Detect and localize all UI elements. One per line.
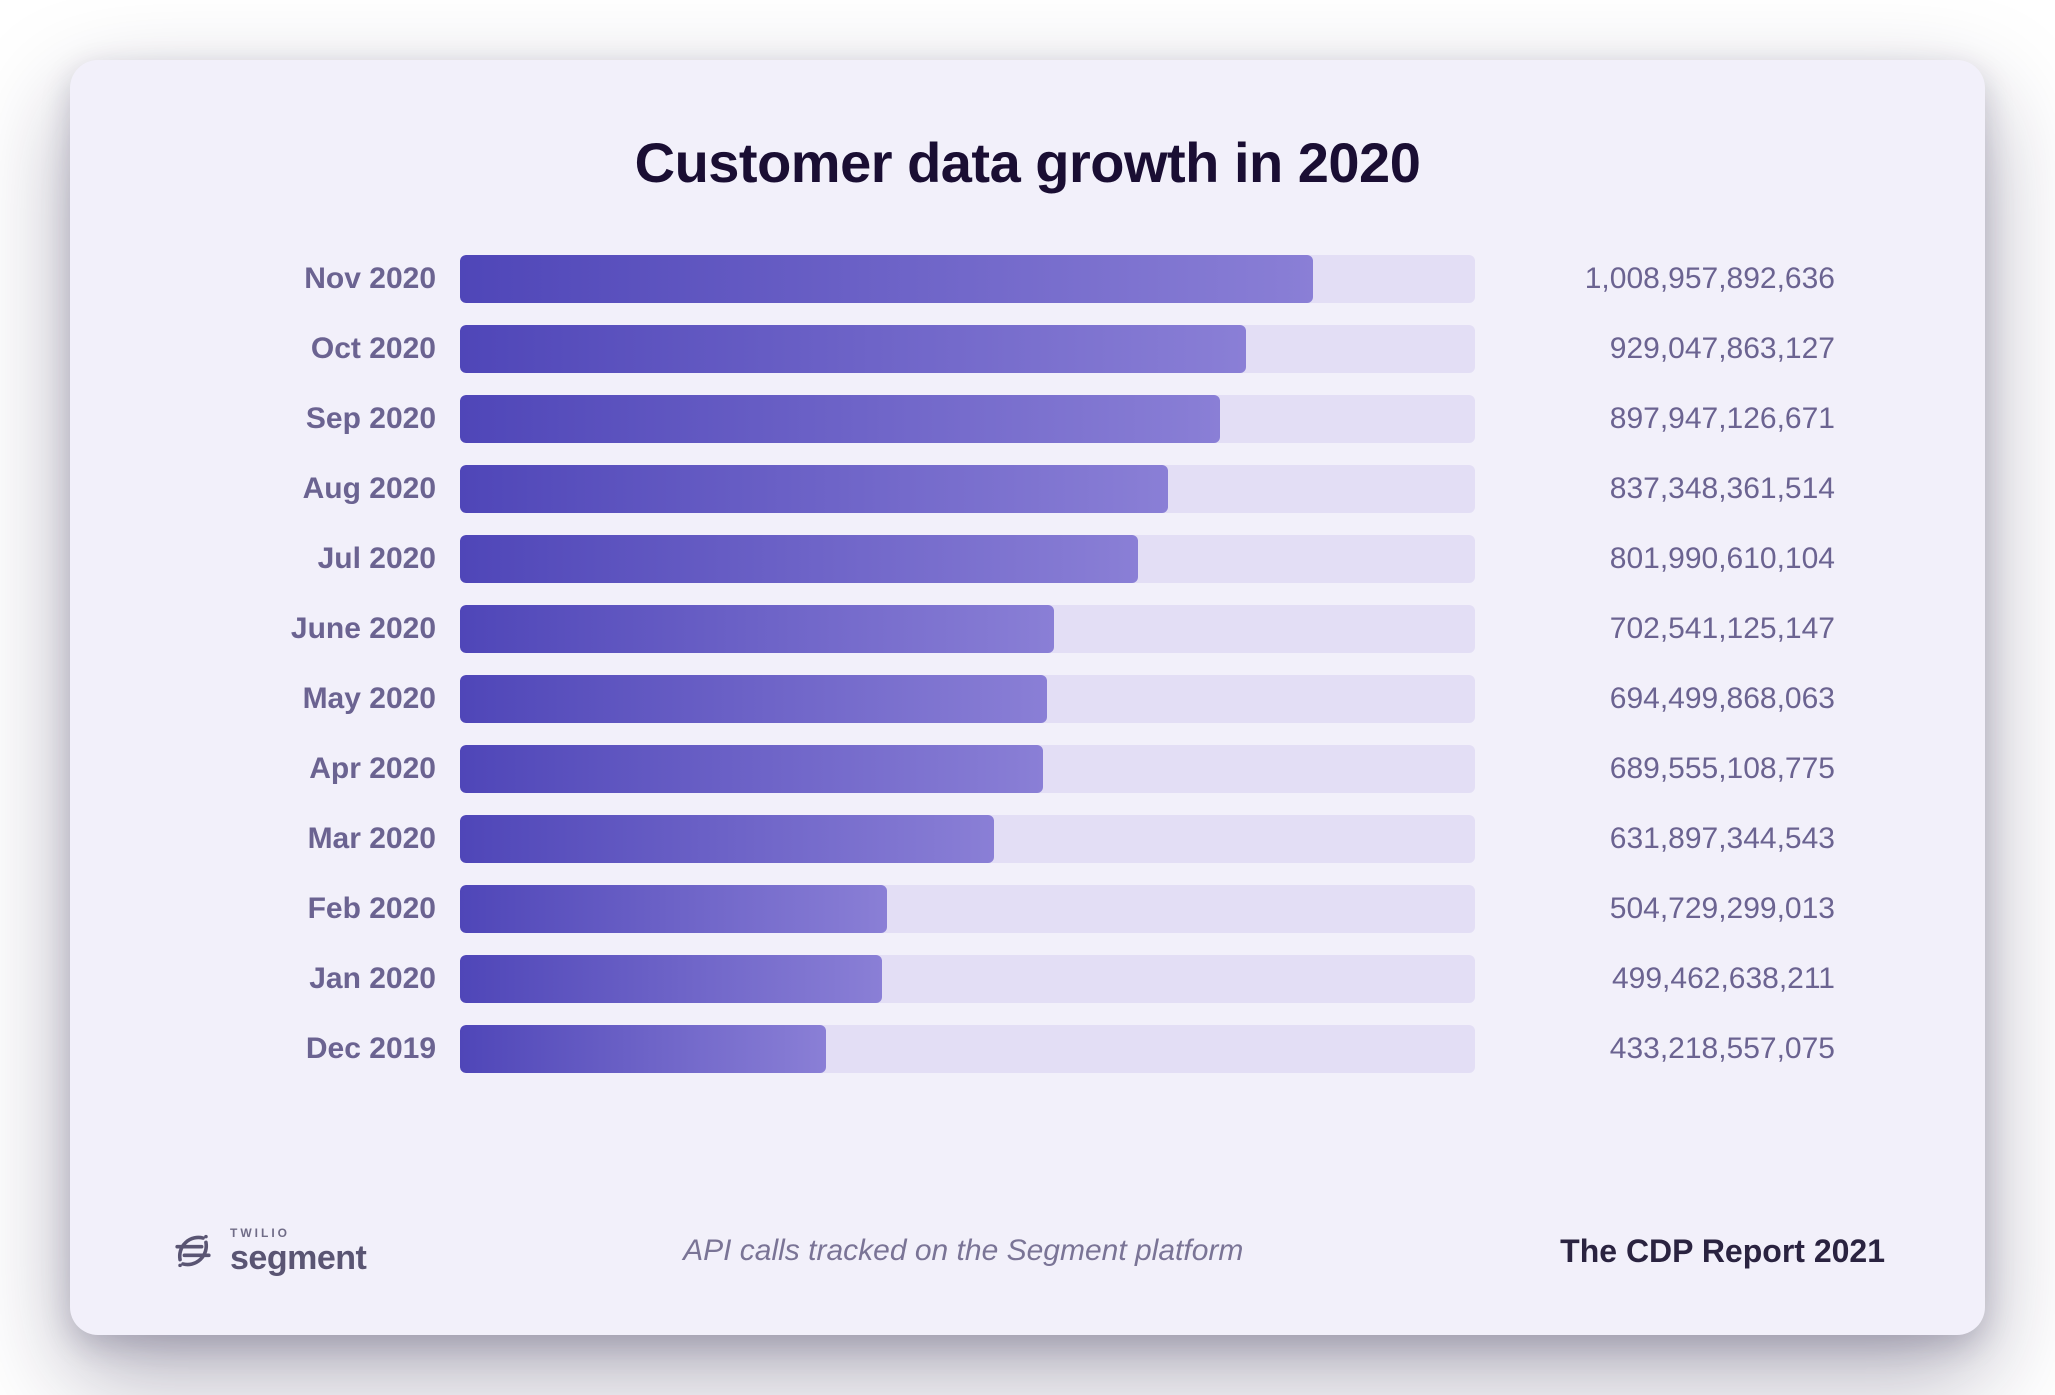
bar-value: 929,047,863,127 xyxy=(1475,332,1835,366)
bar-track xyxy=(460,325,1475,373)
bar-value: 504,729,299,013 xyxy=(1475,892,1835,926)
bar-fill xyxy=(460,605,1054,653)
bar-label: June 2020 xyxy=(220,612,460,646)
bar-fill xyxy=(460,1025,826,1073)
bar-row: May 2020 694,499,868,063 xyxy=(220,675,1835,723)
bar-value: 897,947,126,671 xyxy=(1475,402,1835,436)
bar-track xyxy=(460,1025,1475,1073)
chart-title: Customer data growth in 2020 xyxy=(160,130,1895,195)
bar-track xyxy=(460,255,1475,303)
bar-row: Feb 2020 504,729,299,013 xyxy=(220,885,1835,933)
bar-track xyxy=(460,815,1475,863)
bar-fill xyxy=(460,675,1047,723)
chart-caption: API calls tracked on the Segment platfor… xyxy=(366,1234,1560,1268)
bar-fill xyxy=(460,325,1246,373)
bar-track xyxy=(460,745,1475,793)
logo-wordmark: segment xyxy=(230,1241,366,1275)
bar-fill xyxy=(460,745,1043,793)
bar-rows: Nov 2020 1,008,957,892,636 Oct 2020 929,047… xyxy=(160,255,1895,1167)
bar-value: 801,990,610,104 xyxy=(1475,542,1835,576)
bar-row: Apr 2020 689,555,108,775 xyxy=(220,745,1835,793)
bar-row: Sep 2020 897,947,126,671 xyxy=(220,395,1835,443)
bar-row: Jul 2020 801,990,610,104 xyxy=(220,535,1835,583)
bar-row: Oct 2020 929,047,863,127 xyxy=(220,325,1835,373)
bar-row: Jan 2020 499,462,638,211 xyxy=(220,955,1835,1003)
report-label: The CDP Report 2021 xyxy=(1560,1233,1885,1270)
bar-value: 433,218,557,075 xyxy=(1475,1032,1835,1066)
bar-label: Dec 2019 xyxy=(220,1032,460,1066)
bar-track xyxy=(460,395,1475,443)
bar-fill xyxy=(460,395,1220,443)
bar-fill xyxy=(460,465,1168,513)
bar-fill xyxy=(460,535,1138,583)
bar-label: Sep 2020 xyxy=(220,402,460,436)
bar-row: Mar 2020 631,897,344,543 xyxy=(220,815,1835,863)
chart-card: Customer data growth in 2020 Nov 2020 1,0… xyxy=(70,60,1985,1335)
bar-value: 702,541,125,147 xyxy=(1475,612,1835,646)
bar-value: 694,499,868,063 xyxy=(1475,682,1835,716)
bar-value: 837,348,361,514 xyxy=(1475,472,1835,506)
bar-label: Apr 2020 xyxy=(220,752,460,786)
bar-row: Aug 2020 837,348,361,514 xyxy=(220,465,1835,513)
bar-row: Nov 2020 1,008,957,892,636 xyxy=(220,255,1835,303)
bar-row: June 2020 702,541,125,147 xyxy=(220,605,1835,653)
bar-value: 631,897,344,543 xyxy=(1475,822,1835,856)
bar-fill xyxy=(460,255,1313,303)
segment-logo-icon xyxy=(170,1228,216,1274)
bar-fill xyxy=(460,815,994,863)
bar-value: 689,555,108,775 xyxy=(1475,752,1835,786)
bar-label: Feb 2020 xyxy=(220,892,460,926)
bar-fill xyxy=(460,885,887,933)
bar-label: Aug 2020 xyxy=(220,472,460,506)
bar-fill xyxy=(460,955,882,1003)
bar-label: Oct 2020 xyxy=(220,332,460,366)
bar-track xyxy=(460,605,1475,653)
bar-track xyxy=(460,465,1475,513)
logo-overline: TWILIO xyxy=(230,1227,366,1239)
bar-value: 1,008,957,892,636 xyxy=(1475,262,1835,296)
bar-track xyxy=(460,885,1475,933)
bar-label: Nov 2020 xyxy=(220,262,460,296)
bar-track xyxy=(460,535,1475,583)
bar-label: Jan 2020 xyxy=(220,962,460,996)
bar-value: 499,462,638,211 xyxy=(1475,962,1835,996)
bar-track xyxy=(460,955,1475,1003)
bar-label: May 2020 xyxy=(220,682,460,716)
bar-label: Jul 2020 xyxy=(220,542,460,576)
segment-logo: TWILIO segment xyxy=(170,1227,366,1275)
bar-row: Dec 2019 433,218,557,075 xyxy=(220,1025,1835,1073)
bar-label: Mar 2020 xyxy=(220,822,460,856)
card-footer: TWILIO segment API calls tracked on the … xyxy=(160,1227,1895,1275)
bar-track xyxy=(460,675,1475,723)
